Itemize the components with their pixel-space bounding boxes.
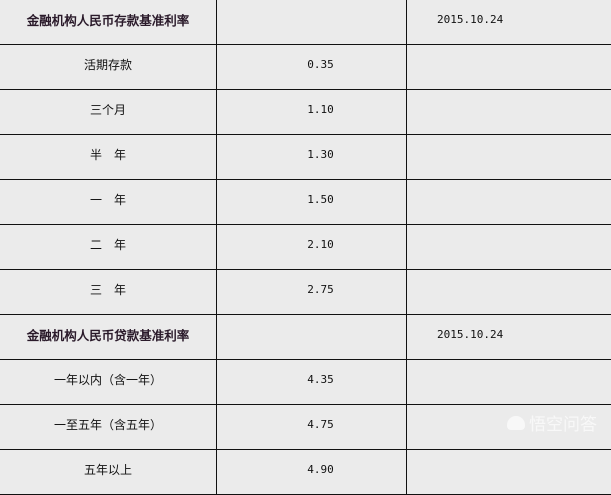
empty-cell	[407, 45, 611, 90]
watermark: 悟空问答	[507, 410, 597, 435]
loan-date: 2015.10.24	[407, 315, 611, 360]
empty-cell	[407, 225, 611, 270]
deposit-header-row: 金融机构人民币存款基准利率 2015.10.24	[0, 0, 611, 45]
empty-cell	[407, 90, 611, 135]
rate: 2.75	[217, 270, 407, 315]
rate: 2.10	[217, 225, 407, 270]
empty-cell	[407, 135, 611, 180]
empty-cell	[407, 270, 611, 315]
term: 一年以内（含一年）	[0, 360, 217, 405]
loan-header-row: 金融机构人民币贷款基准利率 2015.10.24	[0, 315, 611, 360]
term: 三 年	[0, 270, 217, 315]
rate: 1.50	[217, 180, 407, 225]
empty-cell	[407, 450, 611, 495]
term: 半 年	[0, 135, 217, 180]
term: 五年以上	[0, 450, 217, 495]
deposit-title: 金融机构人民币存款基准利率	[0, 0, 217, 45]
term: 活期存款	[0, 45, 217, 90]
table-row: 一年以内（含一年）4.35	[0, 360, 611, 405]
empty-cell	[407, 180, 611, 225]
empty-cell	[217, 0, 407, 45]
deposit-date: 2015.10.24	[407, 0, 611, 45]
rate: 4.90	[217, 450, 407, 495]
loan-title: 金融机构人民币贷款基准利率	[0, 315, 217, 360]
rate: 1.30	[217, 135, 407, 180]
rate: 0.35	[217, 45, 407, 90]
empty-cell	[217, 315, 407, 360]
term: 三个月	[0, 90, 217, 135]
rate: 1.10	[217, 90, 407, 135]
empty-cell	[407, 360, 611, 405]
term: 一 年	[0, 180, 217, 225]
rate: 4.35	[217, 360, 407, 405]
wukong-logo-icon	[507, 416, 525, 430]
term: 二 年	[0, 225, 217, 270]
watermark-text: 悟空问答	[529, 410, 597, 435]
